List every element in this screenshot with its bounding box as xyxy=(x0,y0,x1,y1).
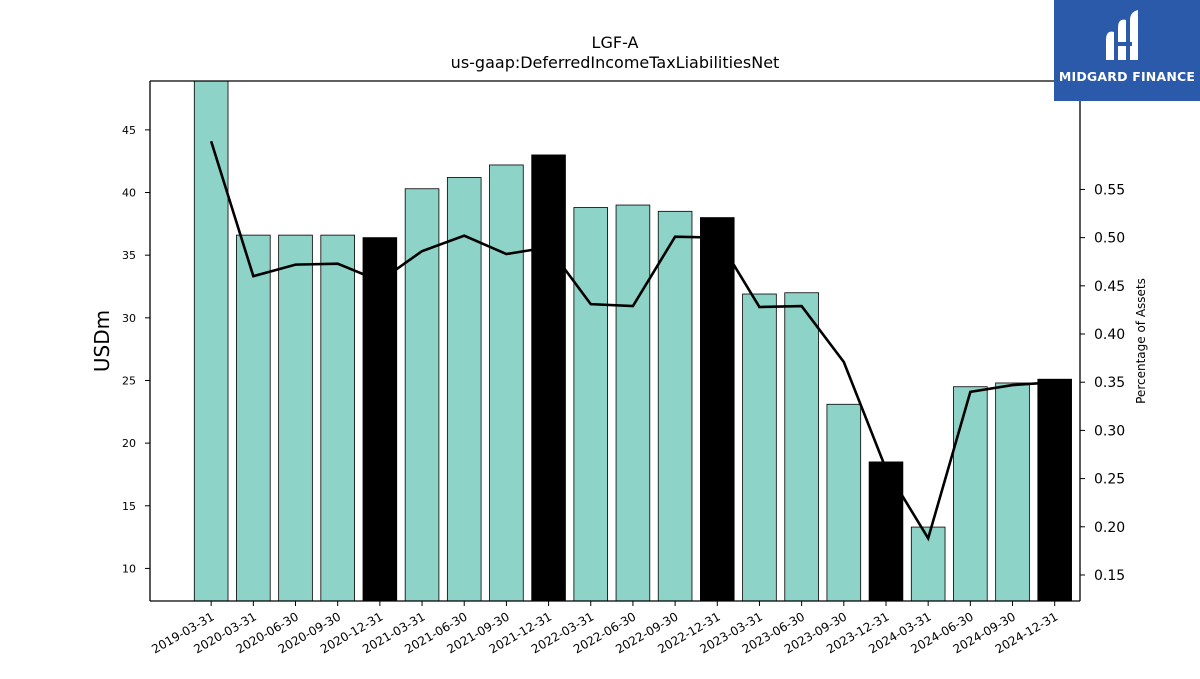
bar xyxy=(278,234,313,602)
bar xyxy=(489,164,524,602)
line-series xyxy=(209,140,1055,542)
y2-tick-label: 0.30 xyxy=(1094,423,1125,439)
y-tick-label: 20 xyxy=(122,437,136,450)
y-tick-label: 10 xyxy=(122,562,136,575)
y-tick-label: 40 xyxy=(122,187,136,200)
y-tick-label: 25 xyxy=(122,374,136,387)
logo-mark-icon xyxy=(1106,10,1138,60)
y2-tick-label: 0.20 xyxy=(1094,520,1125,536)
y-tick-label: 35 xyxy=(122,249,136,262)
y2-tick-label: 0.55 xyxy=(1094,182,1125,198)
bar xyxy=(404,188,440,602)
chart-subtitle: us-gaap:DeferredIncomeTaxLiabilitiesNet xyxy=(451,53,780,72)
bar xyxy=(573,207,609,602)
bar xyxy=(657,210,693,602)
y-tick-label: 15 xyxy=(122,500,136,513)
logo: MIDGARD FINANCE xyxy=(1054,0,1200,101)
y2-tick-label: 0.35 xyxy=(1094,375,1125,391)
y2-tick-label: 0.40 xyxy=(1094,327,1125,343)
bar xyxy=(193,80,229,602)
y2-tick-label: 0.25 xyxy=(1094,472,1125,488)
y-axis-label: USDm xyxy=(90,310,114,372)
bar xyxy=(784,292,819,602)
y-tick-label: 45 xyxy=(122,124,136,137)
bar-series xyxy=(193,80,1072,602)
bar xyxy=(1037,378,1072,602)
chart-title: LGF-A xyxy=(592,33,639,52)
y2-tick-label: 0.15 xyxy=(1094,568,1125,584)
y2-tick-label: 0.50 xyxy=(1094,231,1125,247)
y2-axis-label: Percentage of Assets xyxy=(1134,278,1148,404)
logo-text: MIDGARD FINANCE xyxy=(1058,69,1196,84)
bar xyxy=(362,237,398,602)
bar xyxy=(236,234,271,602)
bar xyxy=(700,217,735,602)
bar xyxy=(868,461,904,602)
line-path xyxy=(209,140,1055,542)
y2-tick-label: 0.45 xyxy=(1094,279,1125,295)
bar xyxy=(446,177,482,602)
bar xyxy=(531,154,566,602)
bar xyxy=(995,382,1030,602)
bar xyxy=(953,386,988,602)
y-tick-label: 30 xyxy=(122,312,136,325)
bar xyxy=(320,234,355,602)
bar xyxy=(742,293,777,602)
bar xyxy=(826,403,862,602)
bar xyxy=(615,204,651,602)
